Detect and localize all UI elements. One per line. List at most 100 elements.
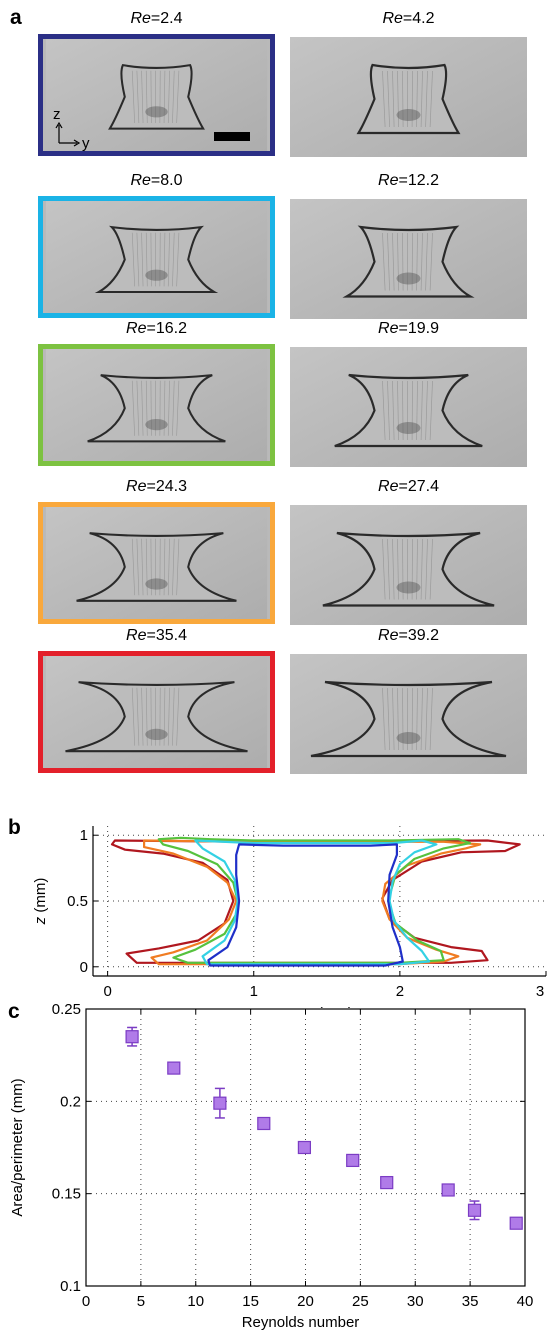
particle-cross-section-photo <box>43 656 270 768</box>
particle-cross-section-photo <box>43 507 270 619</box>
y-axis-unit: (mm) <box>32 878 49 917</box>
data-point <box>213 1096 227 1110</box>
particle-outline <box>356 63 461 135</box>
data-point <box>257 1116 271 1131</box>
particle-cross-section-photo <box>290 654 527 774</box>
data-point <box>509 1216 523 1230</box>
reynolds-value: =24.3 <box>146 478 187 495</box>
axis-z-label: z <box>53 106 61 123</box>
particle-cross-section-photo <box>290 199 527 319</box>
reynolds-value: =12.2 <box>398 172 439 189</box>
reynolds-symbol: Re <box>130 172 151 189</box>
particle-cross-section-photo <box>290 505 527 625</box>
x-tick-label: 0 <box>103 983 111 1000</box>
outline-series-0 <box>110 839 521 964</box>
y-axis-label: Area/perimeter (mm) <box>9 1078 26 1216</box>
reynolds-label: Re=2.4 <box>38 10 275 28</box>
highlight-frame <box>38 502 275 624</box>
microscopy-image-cell: Re=16.2 <box>38 320 275 466</box>
particle-cross-section-photo <box>43 349 270 461</box>
reynolds-label: Re=16.2 <box>38 320 275 338</box>
particle-outline <box>322 531 495 607</box>
reynolds-value: =8.0 <box>150 172 183 189</box>
reynolds-value: =19.9 <box>398 320 439 337</box>
highlight-frame <box>38 196 275 318</box>
reynolds-symbol: Re <box>126 627 147 644</box>
microscopy-image-cell: Re=27.4 <box>290 478 527 625</box>
outline-series-4 <box>207 843 404 967</box>
outline-series-1 <box>143 839 482 966</box>
x-tick-label: 0 <box>82 1293 90 1310</box>
x-axis-label: y (mm) <box>305 1005 353 1008</box>
reynolds-symbol: Re <box>378 320 399 337</box>
particle-outline <box>342 225 475 298</box>
x-tick-label: 35 <box>462 1293 479 1310</box>
data-point <box>467 1203 482 1217</box>
reynolds-value: =39.2 <box>398 627 439 644</box>
reynolds-value: =16.2 <box>146 320 187 337</box>
x-tick-label: 10 <box>187 1293 204 1310</box>
reynolds-symbol: Re <box>130 10 151 27</box>
reynolds-symbol: Re <box>382 10 403 27</box>
x-tick-label: 5 <box>137 1293 145 1310</box>
panel-a-label: a <box>10 6 22 29</box>
x-tick-label: 3 <box>536 983 544 1000</box>
particle-cross-section-photo <box>290 347 527 467</box>
y-tick-label: 0.5 <box>67 893 88 910</box>
highlight-frame <box>38 651 275 773</box>
reynolds-value: =27.4 <box>398 478 439 495</box>
outline-series-3 <box>194 839 438 966</box>
data-point <box>346 1153 360 1168</box>
y-tick-label: 0.25 <box>52 1004 81 1018</box>
reynolds-symbol: Re <box>378 478 399 495</box>
y-tick-label: 1 <box>80 827 88 844</box>
scale-bar <box>214 132 250 141</box>
microscopy-image-cell: Re=39.2 <box>290 627 527 774</box>
highlight-frame <box>38 34 275 156</box>
x-tick-label: 2 <box>396 983 404 1000</box>
x-tick-label: 20 <box>297 1293 314 1310</box>
x-tick-label: 25 <box>352 1293 369 1310</box>
microscopy-image-cell: Re=19.9 <box>290 320 527 467</box>
reynolds-symbol: Re <box>378 627 399 644</box>
particle-outline <box>87 374 226 443</box>
panel-c-chart: 0 5 10 15 20 25 30 35 40 0.1 0.15 0.2 0.25 Reynolds n… <box>9 1004 534 1331</box>
data-point <box>167 1061 181 1075</box>
particle-cross-section-photo <box>43 201 270 313</box>
microscopy-image-cell: Re=4.2 <box>290 10 527 157</box>
x-axis-unit: (mm) <box>314 1005 353 1008</box>
particle-outline <box>76 532 237 602</box>
reynolds-label: Re=8.0 <box>38 172 275 190</box>
reynolds-label: Re=27.4 <box>290 478 527 496</box>
x-tick-label: 40 <box>517 1293 534 1310</box>
reynolds-label: Re=4.2 <box>290 10 527 28</box>
axis-y-label: y <box>82 135 90 151</box>
reynolds-label: Re=35.4 <box>38 627 275 645</box>
microscopy-image-cell: Re=35.4 <box>38 627 275 773</box>
reynolds-label: Re=12.2 <box>290 172 527 190</box>
reynolds-symbol: Re <box>126 478 147 495</box>
particle-outline <box>65 681 248 753</box>
outline-series-2 <box>157 836 472 964</box>
reynolds-label: Re=39.2 <box>290 627 527 645</box>
highlight-frame <box>38 344 275 466</box>
panel-c-label: c <box>8 1000 20 1023</box>
reynolds-value: =4.2 <box>402 10 435 27</box>
x-tick-label: 1 <box>250 983 258 1000</box>
reynolds-label: Re=19.9 <box>290 320 527 338</box>
y-tick-label: 0 <box>80 959 88 976</box>
y-axis-symbol: z <box>32 916 49 925</box>
x-axis-label: Reynolds number <box>242 1314 360 1331</box>
particle-outline <box>334 373 483 448</box>
particle-outline <box>94 225 219 294</box>
microscopy-image-cell: Re=24.3 <box>38 478 275 624</box>
data-point <box>441 1183 455 1197</box>
data-point <box>297 1140 312 1155</box>
y-tick-label: 0.2 <box>60 1093 81 1110</box>
x-axis-symbol: y <box>305 1005 315 1008</box>
reynolds-symbol: Re <box>378 172 399 189</box>
x-tick-label: 15 <box>242 1293 259 1310</box>
particle-outline <box>108 63 205 130</box>
data-point <box>125 1030 139 1044</box>
